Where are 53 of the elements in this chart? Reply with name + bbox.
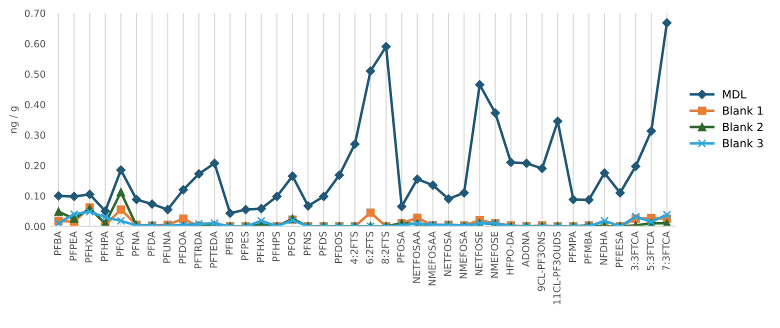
y-tick-label: 0.10 (24, 192, 46, 200)
x-tick-label: PFNS (304, 232, 311, 256)
y-axis-title: ng / g (10, 106, 19, 133)
x-tick-label: PFOS (288, 232, 296, 256)
x-tick-label: 3:3FTCA (631, 231, 639, 270)
y-tick-label: 0.60 (24, 40, 46, 48)
legend-label: MDL (723, 90, 746, 98)
x-tick-label: PFHPA (100, 231, 108, 261)
x-tick-label: NFDHA (600, 231, 608, 265)
x-tick-label: 4:2FTS (350, 232, 358, 264)
x-tick-label: PFHXA (85, 231, 92, 262)
x-tick-label: 9CL-PF3ONS (538, 232, 545, 292)
x-tick-label: PFHXS (256, 232, 264, 262)
y-tick-label: 0.50 (24, 70, 46, 78)
x-tick-label: PFBS (226, 232, 233, 254)
legend-label: Blank 1 (723, 106, 763, 115)
x-tick-label: HFPO-DA (506, 231, 514, 274)
x-tick-label: PFUNA (163, 231, 171, 263)
x-tick-label: PFMBA (584, 231, 592, 264)
x-tick-label: 11CL-PF3OUDS (553, 232, 561, 304)
x-tick-label: PFTRDA (194, 231, 202, 268)
x-tick-label: ADONA (522, 231, 530, 267)
x-tick-label: PFMPA (568, 231, 576, 262)
x-tick-label: PFBA (54, 231, 62, 255)
x-tick-label: NETFOSA (444, 231, 452, 276)
x-tick-label: PFHPS (272, 232, 280, 262)
x-tick-label: PFEESA (616, 231, 623, 267)
x-tick-label: PFPEA (70, 231, 77, 260)
x-tick-label: PFDS (319, 232, 327, 256)
x-tick-label: NMEFOSE (490, 232, 498, 278)
x-tick-label: PFPES (241, 232, 249, 260)
x-tick-label: PFTEDA (210, 231, 218, 268)
x-tick-label: NMEFOSA (460, 231, 467, 278)
legend-label: Blank 2 (723, 122, 763, 132)
x-tick-label: 7:3FTCA (662, 231, 670, 270)
x-tick-label: 8:2FTS (382, 232, 389, 264)
x-tick-label: NMEFOSAA (428, 231, 436, 286)
x-tick-label: 6:2FTS (366, 232, 374, 264)
x-tick-label: NETFOSAA (412, 231, 420, 283)
y-tick-label: 0.20 (24, 162, 46, 170)
y-tick-label: 0.30 (24, 131, 46, 139)
x-tick-label: PFOA (116, 231, 124, 256)
y-tick-label: 0.00 (24, 222, 46, 230)
legend-label: Blank 3 (723, 138, 763, 148)
x-tick-label: PFOSA (397, 231, 405, 262)
x-tick-label: 5:3FTCA (646, 231, 654, 270)
x-tick-label: PFDOS (334, 232, 342, 263)
x-tick-label: PFDOA (178, 231, 186, 264)
x-tick-label: NETFOSE (475, 232, 483, 276)
y-tick-label: 0.40 (24, 100, 46, 108)
x-tick-label: PFNA (132, 231, 140, 256)
x-tick-label: PFDA (148, 231, 155, 256)
y-tick-label: 0.70 (24, 10, 46, 17)
